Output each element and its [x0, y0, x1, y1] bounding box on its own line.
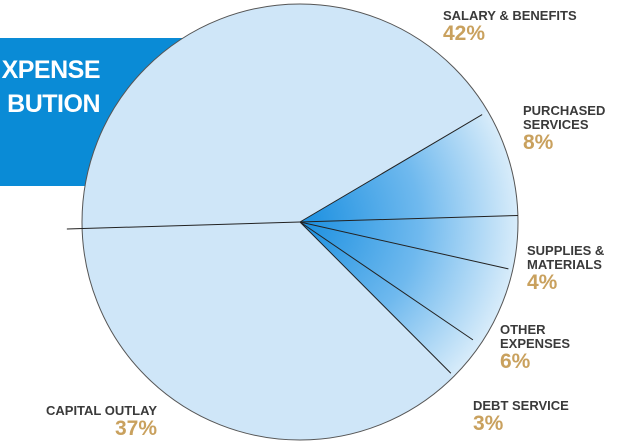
category-label: DEBT SERVICE: [473, 398, 569, 413]
slice-label: SALARY & BENEFITS 42%: [443, 9, 623, 45]
chart-title: XPENSE: [1, 56, 101, 84]
slice-divider: [66, 221, 301, 230]
value-label: 42%: [443, 22, 486, 45]
slice-divider: [299, 214, 518, 223]
slice-divider: [299, 114, 483, 223]
slice-label: DEBT SERVICE 3%: [473, 399, 593, 435]
value-label: 3%: [473, 412, 504, 435]
slice-divider: [299, 221, 509, 270]
chart-title: BUTION: [7, 90, 100, 118]
slice-label: PURCHASED SERVICES 8%: [523, 104, 623, 154]
category-label: SUPPLIES & MATERIALS: [527, 243, 605, 272]
slice-label: CAPITAL OUTLAY 37%: [20, 404, 157, 440]
category-label: CAPITAL OUTLAY: [46, 403, 157, 418]
value-label: 8%: [523, 131, 554, 154]
category-label: OTHER EXPENSES: [500, 322, 571, 351]
pie-slice: [300, 215, 518, 270]
slice-label: SUPPLIES & MATERIALS 4%: [527, 244, 627, 294]
slice-label: OTHER EXPENSES 6%: [500, 323, 590, 373]
pie-slice: [300, 222, 513, 345]
pie-slice: [300, 111, 518, 222]
value-label: 4%: [527, 271, 558, 294]
value-label: 37%: [114, 417, 157, 440]
value-label: 6%: [500, 350, 531, 373]
pie-slice: [82, 222, 454, 440]
pie-slice: [300, 222, 481, 377]
pie-outline: [81, 3, 519, 441]
category-label: PURCHASED SERVICES: [523, 103, 606, 132]
category-label: SALARY & BENEFITS: [443, 8, 577, 23]
pie-slice: [81, 3, 488, 229]
slice-divider: [299, 221, 474, 341]
slice-divider: [299, 221, 452, 374]
